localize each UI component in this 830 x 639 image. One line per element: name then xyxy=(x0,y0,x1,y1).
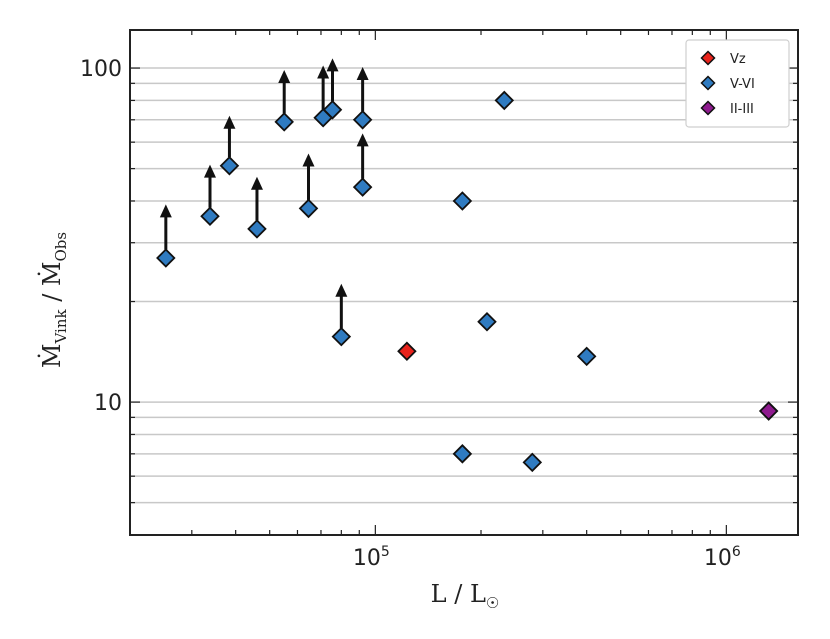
arrow-head xyxy=(335,283,348,297)
legend-marker xyxy=(700,100,716,116)
data-point xyxy=(352,177,373,197)
data-point xyxy=(298,198,319,219)
data-point xyxy=(452,444,473,464)
legend-label: V-VI xyxy=(730,77,755,92)
data-point xyxy=(156,248,176,268)
data-point xyxy=(331,326,352,347)
data-point xyxy=(477,311,497,332)
y-tick-label: 10 xyxy=(94,391,122,416)
data-point xyxy=(274,112,294,132)
legend-label: Vz xyxy=(730,52,746,67)
legend-marker xyxy=(700,75,716,91)
y-axis-label: ṀVink / ṀObs xyxy=(37,232,70,368)
x-axis-label-sub: ☉ xyxy=(486,594,499,612)
data-point xyxy=(322,100,343,120)
data-point xyxy=(200,206,220,227)
legend-label: II-III xyxy=(730,102,754,117)
data-point xyxy=(352,110,373,130)
data-point xyxy=(452,191,473,211)
arrow-head xyxy=(159,204,172,218)
arrow-head xyxy=(250,176,263,190)
x-tick-labels: 105 106 xyxy=(353,544,741,571)
arrow-head xyxy=(203,164,216,178)
y-tick-labels: 10 100 xyxy=(80,57,122,416)
lower-limit-arrows xyxy=(159,58,369,329)
plot-frame xyxy=(129,29,799,536)
arrow-head xyxy=(356,133,369,147)
data-point xyxy=(219,155,240,176)
data-point xyxy=(576,346,597,367)
x-tick-label: 105 xyxy=(353,544,390,571)
data-point xyxy=(397,341,417,361)
legend-marker xyxy=(700,50,716,66)
arrow-head xyxy=(302,153,315,167)
data-point xyxy=(758,401,779,421)
x-axis-label: L / L☉ xyxy=(431,580,500,612)
data-point xyxy=(247,219,267,239)
data-point xyxy=(494,90,515,111)
y-tick-label: 100 xyxy=(80,57,122,82)
data-points xyxy=(156,90,779,473)
legend: Vz V-VI II-III xyxy=(685,39,790,128)
arrow-head xyxy=(356,66,369,80)
x-tick-label: 106 xyxy=(704,544,741,571)
arrow-head xyxy=(278,69,291,83)
data-point xyxy=(522,452,543,473)
arrow-head xyxy=(326,58,339,72)
arrow-head xyxy=(317,65,330,79)
arrow-head xyxy=(223,115,236,129)
